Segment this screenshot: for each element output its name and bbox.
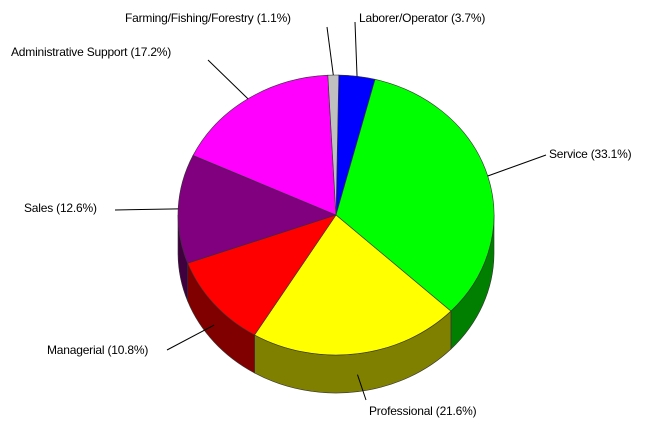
slice-label-administrative-support: Administrative Support (17.2%)	[11, 45, 171, 59]
slice-label-service: Service (33.1%)	[549, 147, 632, 161]
leader-lines	[114, 21, 547, 401]
leader-line-sales	[114, 208, 179, 211]
slice-label-farming-fishing-forestry: Farming/Fishing/Forestry (1.1%)	[125, 11, 291, 25]
pie-slice-service	[335, 78, 495, 312]
pie-slice-professional	[254, 214, 452, 356]
slice-label-laborer-operator: Laborer/Operator (3.7%)	[359, 11, 485, 25]
pie-slice-administrative-support	[192, 74, 337, 216]
leader-line-farming-fishing-forestry	[326, 26, 334, 76]
leader-line-administrative-support	[207, 59, 249, 100]
slice-label-sales: Sales (12.6%)	[24, 201, 97, 215]
pie-slices	[177, 74, 495, 356]
leader-line-service	[487, 154, 547, 177]
leader-line-managerial	[166, 324, 215, 351]
slice-label-professional: Professional (21.6%)	[369, 404, 477, 418]
leader-line-professional	[356, 374, 367, 401]
slice-labels: Laborer/Operator (3.7%) Service (33.1%) …	[11, 11, 632, 418]
leader-line-laborer-operator	[354, 21, 358, 77]
slice-label-managerial: Managerial (10.8%)	[47, 343, 148, 357]
pie-slice-managerial	[187, 214, 337, 336]
